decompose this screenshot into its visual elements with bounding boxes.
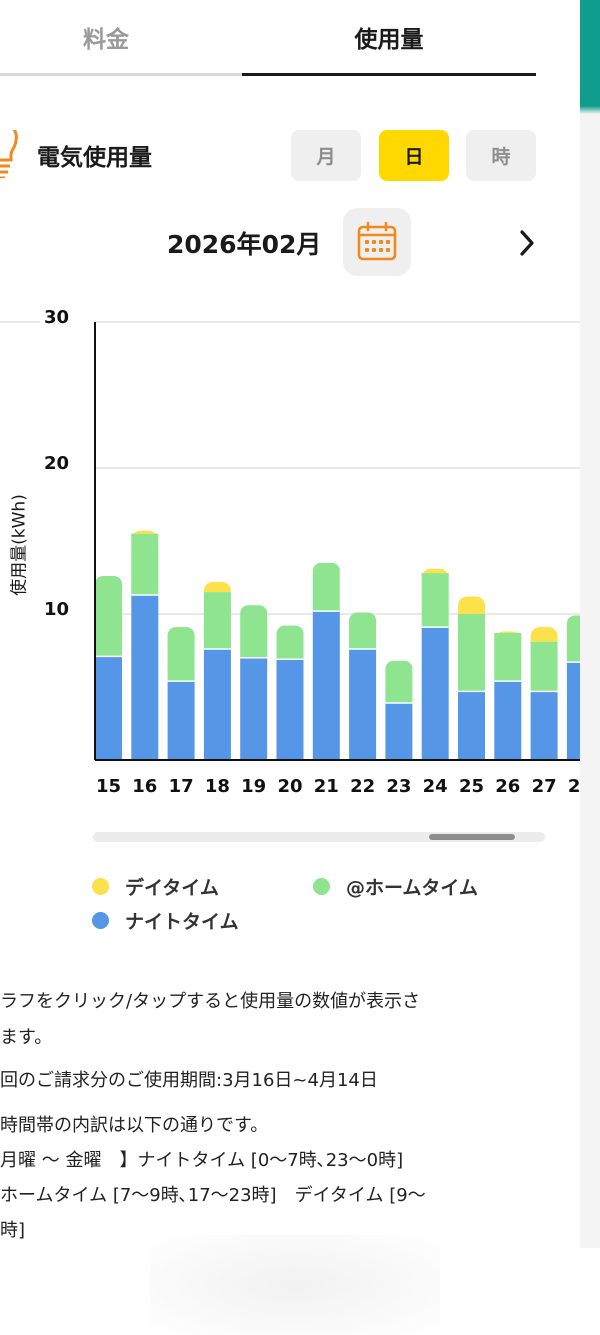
bottom-blur — [150, 1235, 440, 1335]
bar-night-28 — [566, 662, 580, 760]
x-tick-label: 22 — [350, 776, 375, 797]
period-month-button[interactable]: 月 — [291, 130, 361, 181]
bar-night-22 — [349, 649, 377, 760]
bar-home-22 — [349, 612, 377, 650]
tab-usage-label: 使用量 — [354, 26, 424, 53]
note-line-1: ラフをクリック/タップすると使用量の数値が表示さ — [0, 991, 421, 1012]
legend-night-label: ナイトタイム — [125, 911, 239, 933]
next-month-button[interactable] — [512, 226, 542, 260]
x-tick-label: 20 — [277, 776, 302, 797]
tab-charges-label: 料金 — [83, 26, 129, 53]
calendar-button[interactable] — [343, 208, 411, 276]
bar-day-16 — [131, 530, 159, 540]
x-tick-label: 21 — [314, 776, 339, 797]
bar-night-19 — [240, 657, 268, 760]
y-tick-label: 30 — [44, 307, 69, 328]
chevron-right-icon — [520, 230, 534, 256]
bar-home-15 — [95, 576, 122, 657]
note-line-5: 月曜 〜 金曜 】ナイトタイム [0〜7時､23〜0時] — [0, 1150, 404, 1171]
y-axis-title: 使用量(kWh) — [9, 494, 30, 596]
bar-home-18 — [203, 592, 231, 650]
legend-home: @ホームタイム — [313, 873, 478, 900]
legend-home-swatch — [313, 878, 330, 895]
tab-bar: 料金 使用量 — [0, 0, 536, 76]
side-accent-bar — [580, 0, 600, 114]
bar-home-16 — [131, 533, 159, 596]
legend-home-label: @ホームタイム — [346, 877, 479, 899]
legend-day-swatch — [92, 878, 109, 895]
tab-usage[interactable]: 使用量 — [242, 0, 536, 76]
note-line-7: 時] — [0, 1220, 26, 1241]
bar-night-16 — [131, 595, 159, 760]
bar-night-18 — [203, 649, 231, 760]
x-tick-label: 24 — [423, 776, 448, 797]
bar-home-20 — [276, 625, 304, 660]
chart-scroll-thumb[interactable] — [429, 834, 515, 840]
legend-night-swatch — [92, 912, 109, 929]
x-tick-label: 19 — [241, 776, 266, 797]
bar-night-15 — [95, 656, 122, 760]
bar-day-25 — [458, 596, 485, 614]
bar-home-24 — [421, 573, 449, 628]
x-tick-label: 26 — [495, 776, 520, 797]
note-line-3: 回のご請求分のご使用期間:3月16日~4月14日 — [0, 1070, 378, 1091]
bar-night-23 — [385, 703, 413, 760]
x-tick-label: 27 — [532, 776, 557, 797]
bar-night-24 — [421, 627, 449, 760]
chart-scrollbar[interactable] — [93, 832, 545, 842]
note-line-4: 時間帯の内訳は以下の通りです。 — [0, 1115, 269, 1136]
bar-home-21 — [312, 562, 340, 612]
legend-day-label: デイタイム — [125, 877, 219, 899]
current-month-label: 2026年02月 — [167, 230, 322, 259]
y-tick-label: 20 — [44, 453, 69, 474]
section-title: 電気使用量 — [37, 145, 152, 171]
calendar-icon — [357, 221, 397, 261]
usage-page: 料金 使用量 電気使用量 月 日 時 2026年02月 10 20 30 15 16 17… — [0, 0, 580, 1248]
bar-night-21 — [312, 611, 340, 760]
bar-home-28 — [566, 615, 580, 663]
bar-home-25 — [458, 614, 485, 692]
bar-home-23 — [385, 660, 413, 704]
period-hour-button[interactable]: 時 — [466, 130, 536, 181]
period-day-button[interactable]: 日 — [379, 130, 449, 181]
x-tick-label: 25 — [459, 776, 484, 797]
bar-day-24 — [421, 568, 449, 578]
lightbulb-icon — [0, 130, 18, 178]
note-line-6: ホームタイム [7〜9時､17〜23時] デイタイム [9〜 — [0, 1185, 426, 1206]
bar-night-25 — [458, 691, 485, 760]
usage-chart[interactable]: 10 20 30 15 16 17 18 19 20 21 22 23 24 25 26 27 28 — [0, 300, 580, 810]
note-line-2: ます。 — [0, 1027, 53, 1048]
bar-day-18 — [203, 581, 231, 593]
x-tick-label: 15 — [96, 776, 121, 797]
bar-home-17 — [167, 627, 195, 682]
bar-night-20 — [276, 659, 304, 760]
legend-night: ナイトタイム — [92, 907, 239, 934]
legend-day: デイタイム — [92, 873, 219, 900]
x-tick-label: 17 — [169, 776, 194, 797]
bar-home-19 — [240, 605, 268, 658]
bar-night-17 — [167, 681, 195, 760]
x-tick-label: 23 — [386, 776, 411, 797]
bar-home-27 — [530, 641, 558, 692]
x-tick-label: 16 — [132, 776, 157, 797]
x-tick-label: 18 — [205, 776, 230, 797]
bar-day-27 — [530, 627, 558, 642]
tab-charges[interactable]: 料金 — [0, 0, 242, 76]
bar-night-27 — [530, 691, 558, 760]
bar-night-26 — [494, 681, 522, 760]
x-tick-label: 28 — [568, 776, 580, 797]
bar-home-26 — [494, 632, 522, 682]
y-tick-label: 10 — [44, 599, 69, 620]
